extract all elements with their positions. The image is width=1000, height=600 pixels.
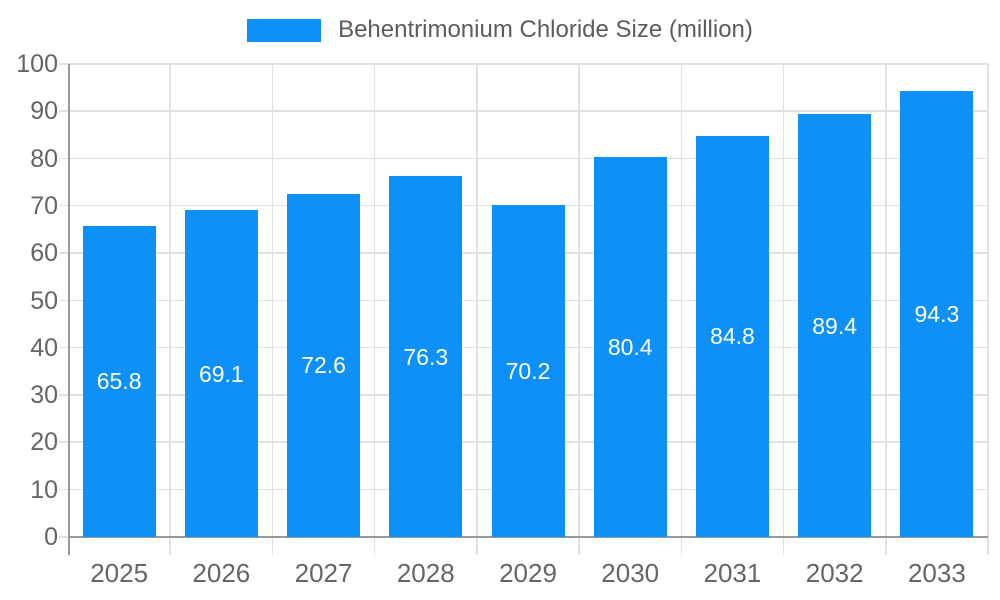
y-tick-label: 0 xyxy=(44,523,58,551)
x-tick-label: 2027 xyxy=(294,558,353,588)
bar-2031 xyxy=(695,135,769,537)
bar-value-label: 84.8 xyxy=(710,323,755,350)
x-tick-label: 2029 xyxy=(499,558,557,588)
y-tick-label: 70 xyxy=(30,191,58,220)
legend-swatch xyxy=(247,18,322,42)
chart-legend[interactable]: Behentrimonium Chloride Size (million) xyxy=(0,17,1000,43)
bar-value-label: 80.4 xyxy=(607,333,653,360)
x-gridline xyxy=(373,64,376,555)
x-gridline xyxy=(680,64,683,555)
y-tick-label: 80 xyxy=(30,144,58,173)
x-axis-line xyxy=(68,536,988,538)
bar-value-label: 89.4 xyxy=(812,312,858,339)
bar-2030 xyxy=(593,156,667,537)
bar-value-label: 65.8 xyxy=(96,368,142,395)
bar-2027 xyxy=(287,193,361,537)
y-axis-line xyxy=(68,64,70,555)
legend-label: Behentrimonium Chloride Size (million) xyxy=(338,16,753,43)
y-tick-label: 20 xyxy=(30,428,58,457)
bar-value-label: 94.3 xyxy=(914,300,960,327)
x-gridline xyxy=(578,64,580,555)
y-tick-mark xyxy=(59,536,68,538)
y-gridline xyxy=(59,110,988,112)
y-gridline xyxy=(59,157,988,160)
y-tick-label: 50 xyxy=(30,286,58,315)
y-tick-label: 40 xyxy=(30,333,58,362)
y-tick-label: 100 xyxy=(16,50,58,78)
x-tick-label: 2031 xyxy=(703,558,762,588)
bar-2029 xyxy=(491,204,565,537)
x-gridline xyxy=(987,64,989,555)
x-gridline xyxy=(885,64,887,555)
bar-value-label: 72.6 xyxy=(301,352,346,379)
x-gridline xyxy=(271,64,274,555)
bar-2032 xyxy=(798,114,872,537)
x-tick-label: 2032 xyxy=(805,558,864,588)
bar-2033 xyxy=(900,90,974,537)
x-gridline xyxy=(782,64,785,555)
x-tick-label: 2028 xyxy=(396,558,455,588)
y-tick-label: 60 xyxy=(30,239,58,268)
y-tick-label: 90 xyxy=(30,97,58,126)
y-tick-label: 10 xyxy=(30,475,58,504)
x-tick-label: 2033 xyxy=(907,558,966,588)
x-tick-label: 2030 xyxy=(601,558,660,588)
y-tick-label: 30 xyxy=(30,381,58,410)
x-tick-label: 2026 xyxy=(192,558,251,588)
bar-value-label: 70.2 xyxy=(505,357,551,384)
bar-value-label: 69.1 xyxy=(198,360,244,387)
x-gridline xyxy=(169,64,171,555)
bar-2026 xyxy=(184,210,258,537)
x-tick-label: 2025 xyxy=(90,558,149,588)
bar-2025 xyxy=(82,225,156,537)
bar-value-label: 76.3 xyxy=(403,343,449,370)
x-gridline xyxy=(476,64,478,555)
y-gridline xyxy=(59,63,988,65)
bar-2028 xyxy=(389,176,463,537)
